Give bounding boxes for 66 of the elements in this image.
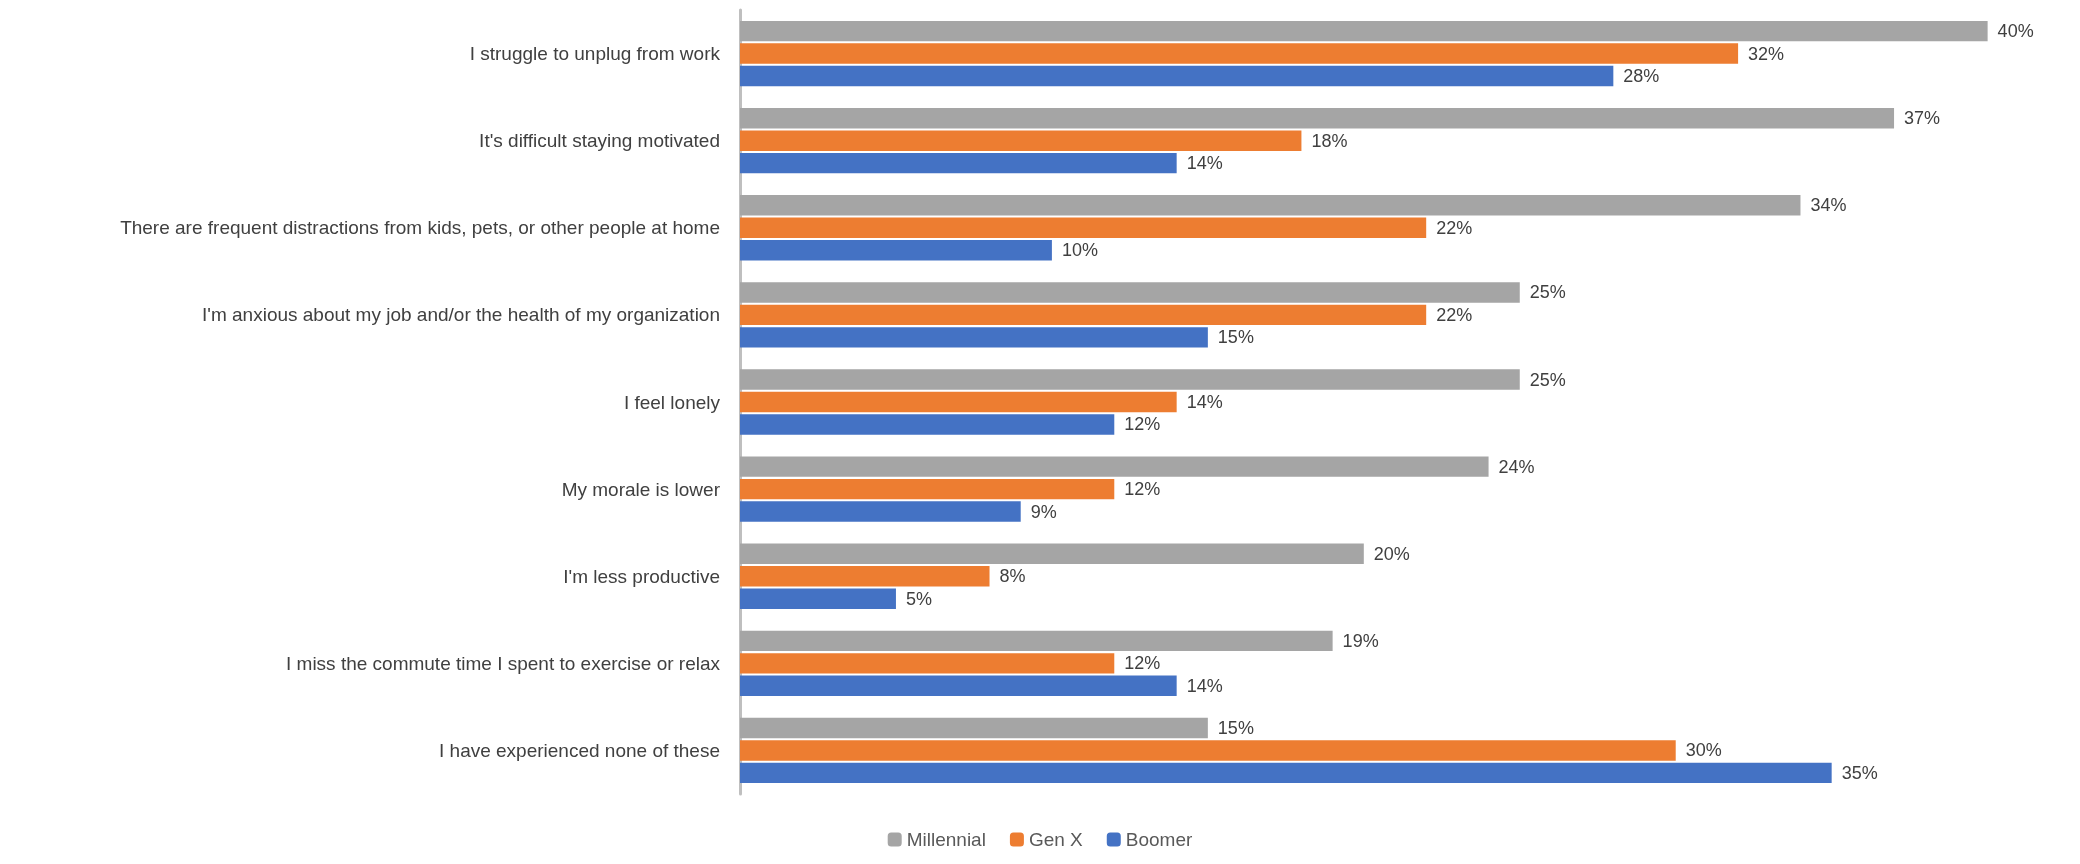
data-label: 15% <box>1217 717 1254 738</box>
data-label: 34% <box>1810 195 1847 216</box>
bar <box>740 456 1489 477</box>
y-tick-label: I have experienced none of these <box>439 739 720 761</box>
data-label: 9% <box>1030 501 1057 522</box>
data-label: 12% <box>1124 414 1161 435</box>
bar <box>740 675 1177 696</box>
data-label: 14% <box>1186 675 1223 696</box>
data-label: 32% <box>1748 43 1785 64</box>
bar <box>740 501 1021 522</box>
data-label: 15% <box>1217 327 1254 348</box>
data-label: 37% <box>1904 108 1941 129</box>
bar <box>740 304 1427 326</box>
bar <box>740 478 1115 500</box>
data-label: 20% <box>1373 543 1410 564</box>
data-label: 12% <box>1124 653 1161 674</box>
bar <box>740 240 1052 261</box>
bar <box>740 566 990 587</box>
bar <box>740 282 1520 303</box>
data-label: 5% <box>905 588 932 609</box>
data-label: 14% <box>1186 153 1223 174</box>
y-tick-label: I'm less productive <box>563 565 720 587</box>
data-label: 8% <box>999 566 1026 587</box>
bar <box>740 152 1177 174</box>
bar <box>740 130 1302 151</box>
bar <box>740 65 1614 87</box>
bar <box>740 740 1676 761</box>
data-label: 35% <box>1841 762 1878 783</box>
y-tick-label: I miss the commute time I spent to exercise or relax <box>286 652 721 674</box>
data-label: 30% <box>1685 740 1722 761</box>
y-tick-label: I feel lonely <box>623 391 721 413</box>
bar <box>740 43 1739 64</box>
data-label: 28% <box>1623 66 1660 87</box>
data-label: 10% <box>1061 240 1098 261</box>
bar <box>740 588 896 609</box>
data-label: 18% <box>1311 130 1348 151</box>
bar <box>740 717 1208 739</box>
bar <box>740 327 1208 348</box>
y-tick-label: My morale is lower <box>561 478 721 500</box>
data-label: 22% <box>1436 217 1473 238</box>
bar <box>740 217 1427 238</box>
data-label: 25% <box>1529 282 1566 303</box>
bar <box>740 20 1988 42</box>
bar <box>740 195 1801 216</box>
legend-label: Boomer <box>1125 829 1193 850</box>
y-tick-label: It's difficult staying motivated <box>479 130 720 152</box>
data-label: 22% <box>1436 304 1473 325</box>
bar <box>740 391 1177 413</box>
bar <box>740 543 1364 564</box>
data-label: 19% <box>1342 630 1379 651</box>
data-label: 25% <box>1529 369 1566 390</box>
legend-label: Millennial <box>906 829 986 850</box>
bar <box>740 369 1520 390</box>
data-label: 14% <box>1186 392 1223 412</box>
bar <box>740 630 1333 652</box>
bar <box>740 414 1115 435</box>
y-tick-label: There are frequent distractions from kids, pets, or other people at home <box>120 217 720 239</box>
data-label: 12% <box>1124 479 1161 500</box>
y-tick-label: I struggle to unplug from work <box>469 43 721 65</box>
data-label: 24% <box>1498 456 1535 477</box>
bar <box>740 762 1832 784</box>
y-tick-label: I'm anxious about my job and/or the health of my organization <box>202 304 720 326</box>
bar <box>740 108 1895 129</box>
data-label: 40% <box>1997 21 2034 42</box>
legend-label: Gen X <box>1028 829 1084 850</box>
bar <box>740 653 1115 674</box>
